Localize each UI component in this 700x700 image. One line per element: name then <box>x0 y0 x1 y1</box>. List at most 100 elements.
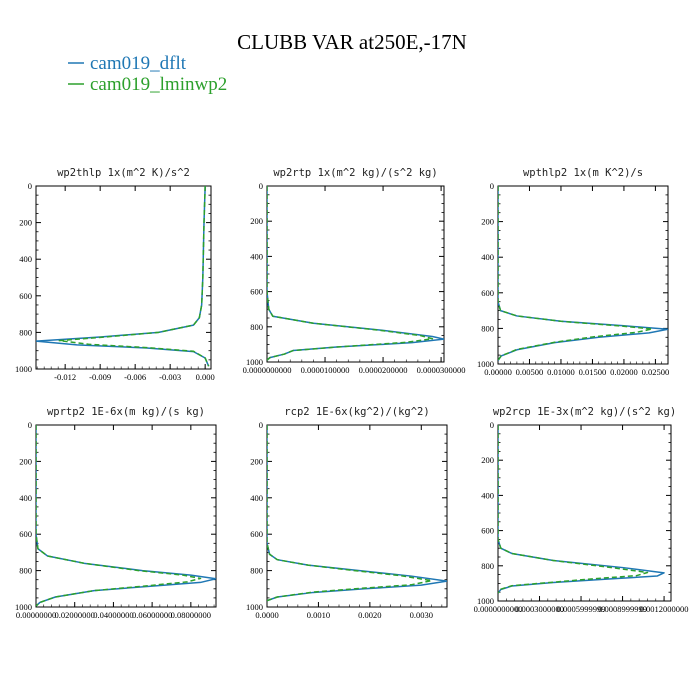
series-line-lminwp2 <box>498 425 649 594</box>
panel-title: wpthlp2 1x(m K^2)/s <box>523 167 643 179</box>
panels: wp2thlp 1x(m^2 K)/s^2 0 200 400 600 800 1000 -0… <box>15 167 689 620</box>
x-tick-label: 0.0000000000 <box>474 604 523 614</box>
x-tick-label: 0.0030 <box>410 610 433 620</box>
panel-3: wpthlp2 1x(m K^2)/s 0 200 400 600 800 10000.00… <box>477 167 669 377</box>
y-tick-label: 200 <box>481 455 494 465</box>
figure-title: CLUBB VAR at250E,-17N <box>237 30 467 54</box>
panel-title: rcp2 1E-6x(kg^2)/(kg^2) <box>284 406 429 418</box>
series-line-dflt <box>36 425 216 607</box>
y-tick-label: 1000 <box>477 596 494 606</box>
x-tick-label: -0.009 <box>89 372 111 382</box>
x-tick-label: 0.08000000 <box>171 610 211 620</box>
y-tick-label: 800 <box>250 322 263 332</box>
plot-frame <box>266 424 448 608</box>
x-tick-label: 0.02000000 <box>55 610 95 620</box>
y-tick-label: 0 <box>490 181 494 191</box>
x-tick-label: 0.02500 <box>642 367 670 377</box>
y-tick-label: 1000 <box>15 364 32 374</box>
x-tick-label: 0.04000000 <box>93 610 133 620</box>
y-tick-label: 600 <box>250 529 263 539</box>
x-tick-label: 0.0010 <box>307 610 330 620</box>
y-tick-label: 800 <box>250 566 263 576</box>
x-tick-label: 0.0000 <box>255 610 278 620</box>
series-line-dflt <box>267 186 444 361</box>
y-tick-label: 400 <box>19 493 32 503</box>
x-tick-label: -0.012 <box>54 372 76 382</box>
y-tick-label: 600 <box>481 288 494 298</box>
y-tick-label: 0 <box>28 181 32 191</box>
y-tick-label: 400 <box>481 490 494 500</box>
y-tick-label: 0 <box>259 420 263 430</box>
y-tick-label: 800 <box>19 327 32 337</box>
series-line-dflt <box>36 186 210 367</box>
x-tick-label: 0.01000 <box>547 367 575 377</box>
y-tick-label: 600 <box>19 529 32 539</box>
x-tick-label: 0.0005999999 <box>557 604 606 614</box>
panel-title: wprtp2 1E-6x(m kg)/(s kg) <box>47 406 205 418</box>
series-line-lminwp2 <box>267 425 433 602</box>
y-tick-label: 200 <box>250 456 263 466</box>
panel-title: wp2rtp 1x(m^2 kg)/(s^2 kg) <box>273 167 437 179</box>
plot-frame <box>497 185 669 365</box>
y-tick-label: 800 <box>481 561 494 571</box>
legend-label-lminwp2: cam019_lminwp2 <box>90 74 227 95</box>
x-tick-label: -0.006 <box>124 372 146 382</box>
plot-frame <box>497 424 672 602</box>
y-tick-label: 1000 <box>477 359 494 369</box>
series-line-lminwp2 <box>498 186 654 361</box>
plot-frame <box>35 424 217 608</box>
y-tick-label: 400 <box>250 493 263 503</box>
x-tick-label: 0.0003000000 <box>515 604 564 614</box>
x-tick-label: 0.06000000 <box>132 610 172 620</box>
panel-5: rcp2 1E-6x(kg^2)/(kg^2) 0 200 400 600 800 1000… <box>246 406 448 620</box>
panel-4: wprtp2 1E-6x(m kg)/(s kg) 0 200 400 600 800 10… <box>15 406 217 620</box>
y-tick-label: 200 <box>19 456 32 466</box>
series-line-dflt <box>498 186 668 361</box>
y-tick-label: 800 <box>19 566 32 576</box>
legend-label-dflt: cam019_dflt <box>90 53 187 74</box>
x-tick-label: -0.003 <box>159 372 181 382</box>
y-tick-label: 0 <box>259 181 263 191</box>
x-tick-label: 0.0000000000 <box>243 365 292 375</box>
y-tick-label: 200 <box>250 216 263 226</box>
y-tick-label: 600 <box>481 526 494 536</box>
y-tick-label: 1000 <box>246 602 263 612</box>
legend: cam019_dflt cam019_lminwp2 <box>68 53 227 95</box>
y-tick-label: 600 <box>19 291 32 301</box>
panel-6: wp2rcp 1E-3x(m^2 kg)/(s^2 kg) 0 200 400 600 8… <box>474 406 689 614</box>
x-tick-label: 0.01500 <box>579 367 607 377</box>
x-tick-label: 0.00000 <box>484 367 512 377</box>
panel-2: wp2rtp 1x(m^2 kg)/(s^2 kg) 0 200 400 600 800 1… <box>243 167 466 375</box>
series-line-lminwp2 <box>267 186 434 361</box>
y-tick-label: 600 <box>250 287 263 297</box>
x-tick-label: 0.0000200000 <box>359 365 408 375</box>
y-tick-label: 1000 <box>15 602 32 612</box>
x-tick-label: 0.02000 <box>610 367 638 377</box>
y-tick-label: 200 <box>19 218 32 228</box>
series-line-lminwp2 <box>36 425 202 607</box>
y-tick-label: 0 <box>490 420 494 430</box>
y-tick-label: 200 <box>481 217 494 227</box>
x-tick-label: 0.0020 <box>358 610 381 620</box>
x-tick-label: 0.0000100000 <box>301 365 350 375</box>
x-tick-label: 0.000 <box>196 372 215 382</box>
y-tick-label: 1000 <box>246 357 263 367</box>
y-tick-label: 800 <box>481 323 494 333</box>
y-tick-label: 400 <box>481 252 494 262</box>
x-tick-label: 0.0008999999 <box>598 604 647 614</box>
panel-title: wp2rcp 1E-3x(m^2 kg)/(s^2 kg) <box>493 406 676 418</box>
x-tick-label: 0.0012000000 <box>640 604 689 614</box>
y-tick-label: 400 <box>19 254 32 264</box>
panel-1: wp2thlp 1x(m^2 K)/s^2 0 200 400 600 800 1000 -0… <box>15 167 215 382</box>
series-line-lminwp2 <box>58 186 210 367</box>
plot-frame <box>35 185 212 370</box>
plot-frame <box>266 185 445 363</box>
x-tick-label: 0.0000300000 <box>417 365 466 375</box>
y-tick-label: 0 <box>28 420 32 430</box>
panel-title: wp2thlp 1x(m^2 K)/s^2 <box>57 167 190 179</box>
series-line-dflt <box>498 425 665 594</box>
x-tick-label: 0.00000000 <box>16 610 56 620</box>
y-tick-label: 400 <box>250 251 263 261</box>
